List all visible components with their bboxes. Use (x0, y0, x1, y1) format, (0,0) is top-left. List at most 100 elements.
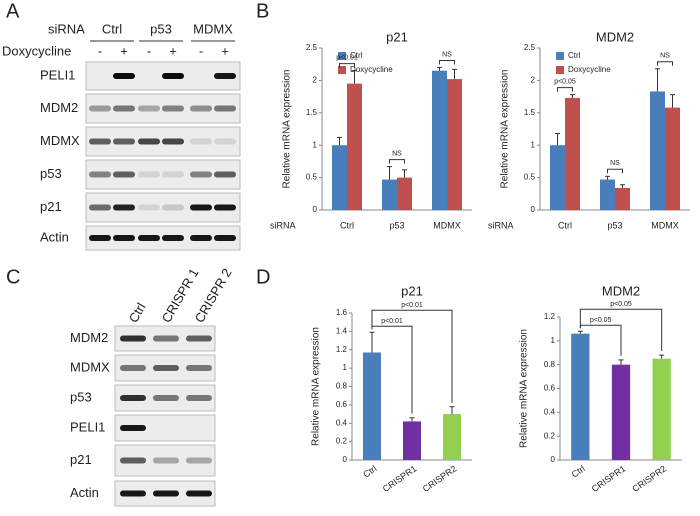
panel-label: B (256, 0, 269, 22)
y-tick-label: 0.6 (544, 384, 556, 393)
bar (565, 97, 580, 210)
y-tick-label: 0.8 (544, 360, 556, 369)
row-label: MDM2 (40, 100, 78, 115)
blot-header: siRNA (48, 21, 85, 36)
band (153, 457, 179, 464)
y-axis-label: Relative mRNA expression (282, 70, 293, 189)
treatment-state: - (147, 43, 151, 58)
row-label: MDMX (70, 359, 110, 374)
sig-label: NS (610, 160, 620, 167)
y-tick-label: 1.5 (306, 108, 318, 117)
y-tick-label: 1 (343, 363, 348, 372)
band (190, 204, 212, 211)
y-tick-label: 2.5 (524, 43, 536, 52)
band (190, 138, 212, 145)
sig-label: NS (660, 53, 670, 60)
group-label: p53 (150, 21, 172, 36)
legend-swatch (556, 52, 564, 60)
band (214, 171, 236, 178)
x-tick-label: CRISPR2 (421, 463, 459, 494)
row-label: p21 (40, 199, 62, 214)
y-tick-label: 2 (313, 76, 318, 85)
y-tick-label: 1.4 (336, 326, 348, 335)
y-axis-label: Relative mRNA expression (500, 70, 511, 189)
lane-label: Ctrl (126, 300, 149, 325)
y-tick-label: 1 (531, 140, 536, 149)
row-label: MDMX (40, 133, 80, 148)
treatment-state: + (120, 43, 128, 58)
band (190, 105, 212, 112)
sig-bracket (439, 59, 455, 65)
bar (403, 421, 421, 460)
legend-swatch (556, 66, 564, 74)
sig-label: p<0.05 (610, 301, 632, 308)
bar (363, 352, 381, 460)
panel-label: D (256, 266, 270, 288)
band (138, 235, 160, 241)
y-tick-label: 0.5 (306, 173, 318, 182)
chart-title: MDM2 (602, 283, 640, 298)
band (162, 171, 184, 178)
band (113, 138, 135, 145)
y-tick-label: 0 (313, 205, 318, 214)
x-tick-label: MDMX (651, 220, 679, 230)
legend-swatch (338, 52, 346, 60)
chart-title: p21 (401, 283, 423, 298)
sig-bracket (557, 87, 573, 92)
band (113, 105, 135, 112)
treatment-state: - (98, 43, 102, 58)
bar (432, 70, 447, 211)
legend-swatch (338, 66, 346, 74)
sig-label: p<0.01 (336, 55, 358, 62)
x-tick-label: Ctrl (361, 463, 378, 479)
y-axis-label: Relative mRNA expression (519, 329, 530, 448)
band (120, 395, 146, 401)
row-label: p53 (70, 389, 92, 404)
band (186, 457, 212, 464)
sig-bracket (657, 61, 673, 66)
sig-bracket (339, 63, 355, 68)
x-axis-label: siRNA (270, 220, 296, 230)
band (153, 490, 179, 497)
band (214, 204, 236, 211)
y-tick-label: 0 (531, 205, 536, 214)
row-label: p53 (40, 166, 62, 181)
sig-bracket (371, 309, 453, 403)
row-label: p21 (70, 452, 92, 467)
band (113, 171, 135, 178)
x-tick-label: Ctrl (558, 220, 572, 230)
x-tick-label: p53 (389, 220, 404, 230)
x-tick-label: CRISPR1 (590, 463, 628, 494)
band (190, 171, 212, 178)
band (113, 235, 135, 241)
y-tick-label: 1 (551, 336, 556, 345)
y-tick-label: 1.2 (336, 345, 348, 354)
x-tick-label: CRISPR2 (630, 463, 668, 494)
band (89, 204, 111, 211)
legend-label: Ctrl (350, 51, 363, 60)
band (138, 204, 160, 211)
bar (443, 414, 461, 460)
y-tick-label: 2.5 (306, 43, 318, 52)
sig-bracket (607, 168, 623, 174)
band (162, 204, 184, 211)
bar (665, 107, 680, 210)
sig-label: p<0.05 (554, 78, 576, 85)
band (113, 204, 135, 211)
treatment-state: - (199, 43, 203, 58)
sig-bracket (579, 308, 663, 352)
band (162, 73, 184, 79)
sig-label: p<0.05 (590, 317, 612, 324)
y-tick-label: 0.6 (336, 400, 348, 409)
bar (615, 187, 630, 210)
band (89, 105, 111, 112)
row-label: Actin (40, 229, 69, 244)
chart-title: p21 (386, 29, 408, 44)
bar (397, 177, 412, 210)
band (162, 235, 184, 241)
band (120, 335, 146, 342)
y-tick-label: 1.5 (524, 108, 536, 117)
band (214, 138, 236, 145)
band (153, 335, 179, 342)
